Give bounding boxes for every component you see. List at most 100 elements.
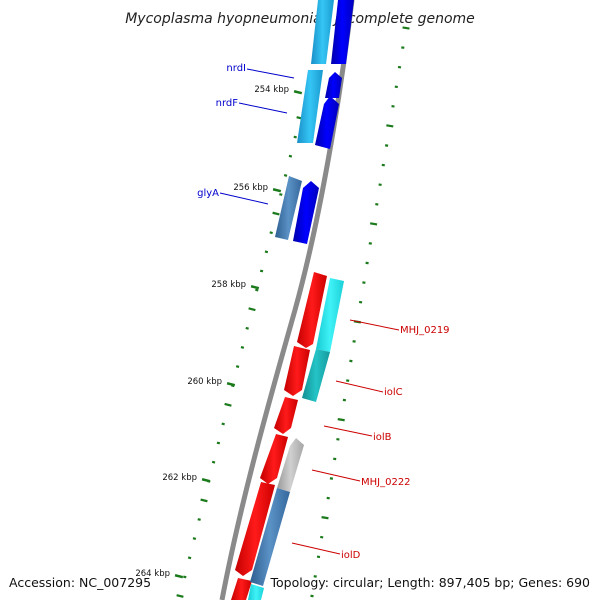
scale-tick <box>272 211 280 216</box>
kbp-major-tick <box>201 478 211 483</box>
gene-label-MHJ_0219[interactable]: MHJ_0219 <box>400 325 450 336</box>
kbp-label: 264 kbp <box>135 569 170 579</box>
scale-tick <box>394 85 398 89</box>
scale-tick <box>326 496 330 500</box>
scale-tick <box>386 124 394 128</box>
kbp-label: 254 kbp <box>254 85 289 95</box>
gene-track-outer <box>248 0 354 600</box>
gene-label-iolB[interactable]: iolB <box>373 432 392 443</box>
scale-tick <box>310 594 314 598</box>
callout-line <box>311 469 361 482</box>
scale-tick <box>240 345 245 349</box>
scale-tick <box>358 300 363 304</box>
gene-label-nrdF[interactable]: nrdF <box>216 98 239 109</box>
gene-arrow[interactable] <box>275 176 302 240</box>
gene-arrow[interactable] <box>297 272 327 348</box>
callout-line <box>246 68 295 79</box>
scale-tick <box>381 163 385 167</box>
scale-tick <box>255 288 259 292</box>
genome-summary-text: Topology: circular; Length: 897,405 bp; … <box>270 575 591 590</box>
kbp-major-tick <box>272 188 282 193</box>
callout-line <box>323 425 373 437</box>
scale-tick <box>248 307 256 312</box>
scale-tick <box>346 379 350 382</box>
gene-arrow[interactable] <box>248 584 264 600</box>
gene-label-nrdI[interactable]: nrdI <box>226 63 246 74</box>
scale-tick <box>336 437 340 441</box>
scale-tick <box>288 154 293 158</box>
scale-tick <box>316 555 321 559</box>
kbp-label: 258 kbp <box>211 280 246 290</box>
scale-tick <box>402 26 410 30</box>
scale-tick <box>192 537 197 541</box>
scale-tick <box>401 46 405 49</box>
kbp-major-tick <box>293 90 303 95</box>
scale-tick <box>264 250 269 254</box>
scale-tick <box>200 498 208 503</box>
scale-tick <box>313 575 317 578</box>
gene-labels: nrdI nrdF glyA MHJ_0219 iolC iolB MHJ_02… <box>197 63 449 561</box>
scale-tick <box>187 556 192 560</box>
scale-tick <box>235 365 240 369</box>
gene-arrow[interactable] <box>231 578 252 600</box>
callout-line <box>335 380 384 393</box>
scale-tick <box>183 575 187 579</box>
kbp-major-tick <box>250 285 260 290</box>
scale-tick <box>269 231 273 235</box>
kbp-scale: 254 kbp 256 kbp 258 kbp 260 kbp 262 kbp … <box>135 85 303 579</box>
gene-label-iolD[interactable]: iolD <box>341 550 361 561</box>
gene-arrow[interactable] <box>297 70 323 143</box>
gene-arrow[interactable] <box>311 0 334 64</box>
accession-text: Accession: NC_007295 <box>9 575 152 590</box>
gene-label-glyA[interactable]: glyA <box>197 188 219 199</box>
scale-tick <box>369 222 378 226</box>
scale-tick <box>365 261 369 265</box>
scale-tick <box>283 173 288 177</box>
gene-track-inner <box>231 0 334 600</box>
gene-arrow[interactable] <box>331 0 354 64</box>
scale-tick <box>352 340 356 343</box>
scale-tick <box>259 269 264 273</box>
kbp-label: 260 kbp <box>187 377 222 387</box>
callout-line <box>219 192 269 205</box>
scale-tick <box>216 441 221 445</box>
scale-tick <box>362 281 366 284</box>
scale-tick <box>245 326 249 330</box>
gene-label-iolC[interactable]: iolC <box>384 387 403 398</box>
scale-tick <box>337 418 345 422</box>
scale-tick <box>321 516 329 520</box>
scale-tick <box>384 144 389 147</box>
scale-tick <box>320 535 324 539</box>
gene-arrow[interactable] <box>315 96 339 149</box>
gene-arrow[interactable] <box>260 434 288 484</box>
gene-arrow[interactable] <box>274 397 298 434</box>
gene-arrow[interactable] <box>250 488 290 586</box>
kbp-label: 256 kbp <box>233 183 268 193</box>
gene-arrow[interactable] <box>325 72 342 98</box>
kbp-major-tick <box>174 574 184 579</box>
scale-tick <box>378 183 382 187</box>
scale-tick <box>349 359 353 363</box>
callout-line <box>349 319 400 331</box>
gene-arrow[interactable] <box>302 349 330 402</box>
scale-tick <box>279 193 283 196</box>
scale-tick <box>333 457 337 461</box>
gene-arrow[interactable] <box>277 438 304 492</box>
gene-arrow[interactable] <box>235 482 275 576</box>
gene-arrow[interactable] <box>284 346 310 396</box>
scale-tick <box>391 104 395 108</box>
scale-tick <box>397 65 402 69</box>
gene-label-MHJ_0222[interactable]: MHJ_0222 <box>361 477 411 488</box>
kbp-label: 262 kbp <box>162 473 197 483</box>
gene-arrow[interactable] <box>316 278 344 352</box>
scale-tick <box>224 402 232 407</box>
scale-tick <box>342 398 347 402</box>
map-title: Mycoplasma hyopneumoniae J, complete gen… <box>125 11 475 27</box>
callout-line <box>238 102 288 114</box>
callout-line <box>291 542 341 555</box>
gene-arrow[interactable] <box>293 181 319 244</box>
scale-tick <box>375 202 379 206</box>
scale-tick <box>176 594 184 598</box>
kbp-major-tick <box>226 382 236 387</box>
scale-tick <box>329 477 334 480</box>
